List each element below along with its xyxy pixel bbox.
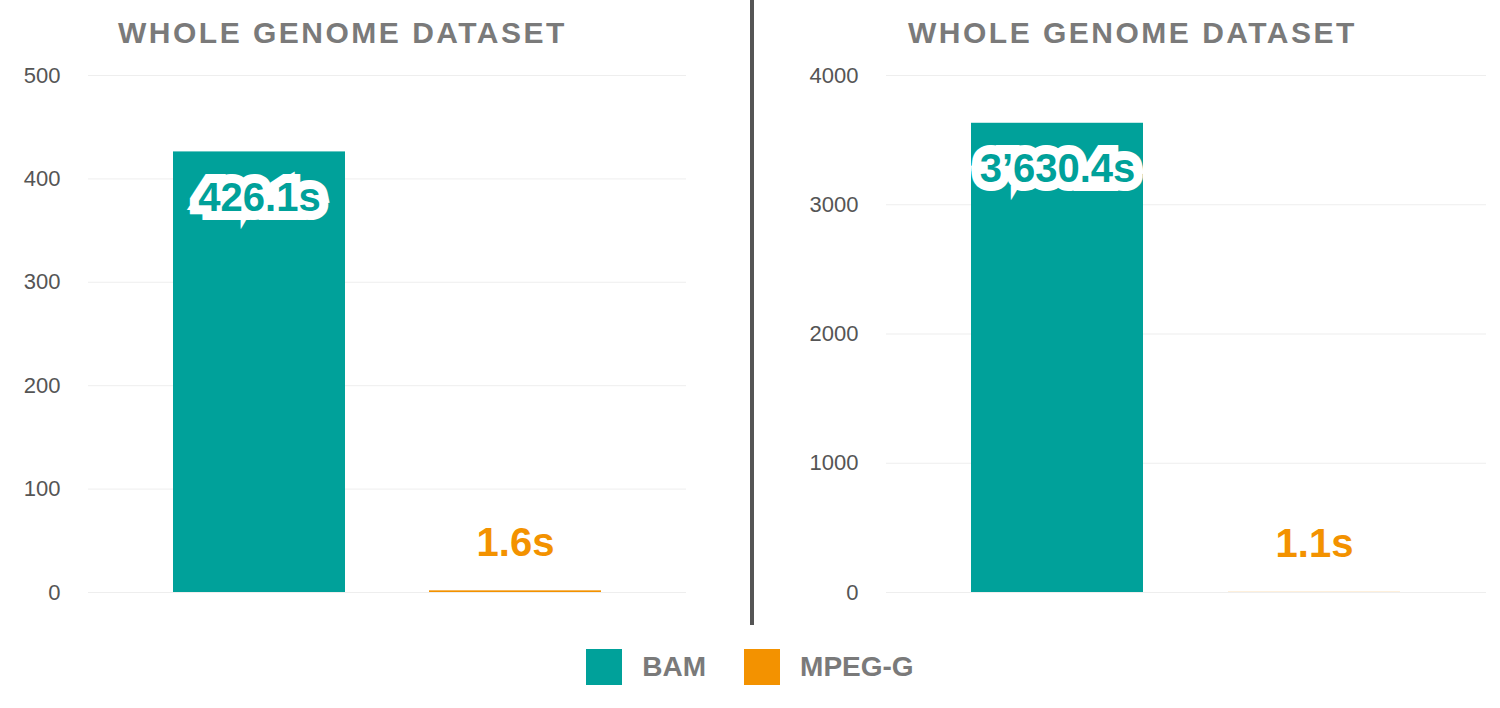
svg-text:2000: 2000: [810, 321, 859, 346]
svg-text:500: 500: [24, 63, 61, 88]
svg-text:200: 200: [24, 373, 61, 398]
svg-text:426.1s: 426.1s: [198, 175, 320, 219]
svg-text:1.6s: 1.6s: [477, 520, 555, 564]
svg-text:400: 400: [24, 166, 61, 191]
svg-text:4000: 4000: [810, 63, 859, 88]
svg-text:1000: 1000: [810, 450, 859, 475]
html-text:MPEG-G: MPEG-G: [800, 650, 914, 682]
svg-text:1.1s: 1.1s: [1276, 521, 1354, 565]
svg-text:300: 300: [24, 269, 61, 294]
svg-text:100: 100: [24, 476, 61, 501]
svg-text:0: 0: [846, 580, 858, 605]
html-text:WHOLE GENOME DATASET: WHOLE GENOME DATASET: [908, 16, 1357, 49]
svg-text:3’630.4s: 3’630.4s: [980, 146, 1136, 190]
svg-text:3000: 3000: [810, 192, 859, 217]
svg-text:0: 0: [48, 580, 60, 605]
html-text:WHOLE GENOME DATASET: WHOLE GENOME DATASET: [118, 16, 567, 49]
html-text:BAM: BAM: [642, 650, 707, 682]
